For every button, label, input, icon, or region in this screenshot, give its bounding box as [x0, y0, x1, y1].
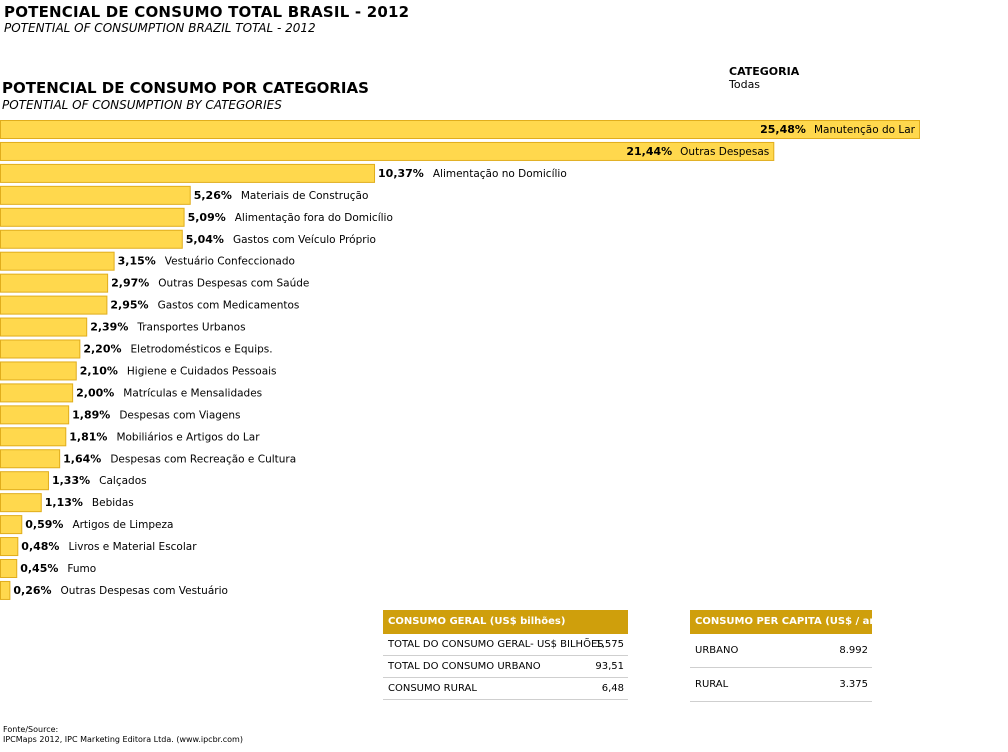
- value-label: 21,44%: [626, 145, 672, 158]
- row-label: CONSUMO RURAL: [388, 683, 477, 694]
- value-label: 3,15%: [118, 255, 156, 268]
- value-label: 5,04%: [186, 233, 224, 246]
- table-row: TOTAL DO CONSUMO URBANO 93,51: [383, 656, 628, 678]
- page-title: POTENCIAL DE CONSUMO TOTAL BRASIL - 2012: [4, 3, 410, 21]
- bar: [0, 229, 183, 249]
- category-label: Gastos com Veículo Próprio: [233, 234, 376, 246]
- bar: [0, 273, 109, 293]
- category-label: Outras Despesas com Saúde: [158, 278, 309, 290]
- category-label: Gastos com Medicamentos: [158, 300, 300, 312]
- value-label: 5,09%: [188, 211, 226, 224]
- value-label: 0,45%: [20, 562, 58, 575]
- value-label: 10,37%: [378, 167, 424, 180]
- category-label: Livros e Material Escolar: [68, 541, 197, 553]
- category-label: Mobiliários e Artigos do Lar: [116, 431, 260, 443]
- bar: [0, 493, 42, 513]
- bar: [0, 295, 108, 315]
- value-label: 2,39%: [90, 321, 128, 334]
- row-value: 1,575: [595, 639, 624, 650]
- category-label: Outras Despesas com Vestuário: [61, 585, 228, 597]
- row-label: URBANO: [695, 645, 739, 656]
- bar: [0, 185, 191, 205]
- category-label: Matrículas e Mensalidades: [123, 387, 262, 399]
- row-value: 6,48: [601, 683, 624, 694]
- consumo-geral-header: CONSUMO GERAL (US$ bilhões): [383, 610, 628, 634]
- bar: [0, 580, 11, 600]
- category-label: Eletrodomésticos e Equips.: [131, 344, 273, 356]
- bar: [0, 339, 81, 359]
- chart-subtitle: POTENTIAL OF CONSUMPTION BY CATEGORIES: [2, 98, 282, 112]
- value-label: 1,64%: [63, 452, 101, 465]
- category-label: Alimentação no Domicílio: [433, 168, 567, 180]
- bar: [0, 361, 77, 381]
- value-label: 5,26%: [194, 189, 232, 202]
- bar: [0, 120, 920, 139]
- row-label: TOTAL DO CONSUMO GERAL- US$ BILHÕES: [388, 639, 604, 650]
- category-label: Calçados: [99, 475, 146, 487]
- bar: [0, 163, 376, 183]
- value-label: 25,48%: [760, 123, 806, 136]
- value-label: 2,00%: [76, 386, 114, 399]
- consumo-geral-table: CONSUMO GERAL (US$ bilhões) TOTAL DO CON…: [383, 610, 628, 700]
- bar: [0, 405, 70, 425]
- value-label: 1,33%: [52, 474, 90, 487]
- bar: [0, 141, 775, 161]
- consumo-per-capita-table: CONSUMO PER CAPITA (US$ / ano) URBANO 8.…: [690, 610, 888, 702]
- category-label: Fumo: [67, 563, 96, 575]
- category-label: Despesas com Viagens: [119, 409, 240, 421]
- bar: [0, 537, 19, 557]
- category-filter-label: CATEGORIA: [729, 65, 800, 78]
- source-label: Fonte/Source:: [3, 725, 59, 734]
- category-label: Alimentação fora do Domicílio: [235, 212, 393, 224]
- category-label: Manutenção do Lar: [814, 124, 916, 136]
- value-label: 0,48%: [21, 540, 59, 553]
- bar: [0, 317, 88, 337]
- bar: [0, 251, 115, 271]
- bar: [0, 427, 67, 447]
- chart-title: POTENCIAL DE CONSUMO POR CATEGORIAS: [2, 79, 369, 97]
- value-label: 0,59%: [25, 518, 63, 531]
- category-label: Bebidas: [92, 497, 134, 509]
- page-subtitle: POTENTIAL OF CONSUMPTION BRAZIL TOTAL - …: [4, 21, 316, 35]
- value-label: 1,13%: [45, 496, 83, 509]
- value-label: 2,97%: [111, 277, 149, 290]
- source-text: IPCMaps 2012, IPC Marketing Editora Ltda…: [3, 735, 243, 744]
- category-label: Transportes Urbanos: [136, 322, 245, 334]
- table-row: TOTAL DO CONSUMO GERAL- US$ BILHÕES 1,57…: [383, 634, 628, 656]
- value-label: 2,20%: [83, 343, 121, 356]
- bar: [0, 559, 18, 578]
- value-label: 1,89%: [72, 408, 110, 421]
- value-label: 2,95%: [110, 299, 148, 312]
- table-row: CONSUMO RURAL 6,48: [383, 678, 628, 700]
- value-label: 2,10%: [80, 364, 118, 377]
- bar: [0, 471, 49, 491]
- category-label: Artigos de Limpeza: [72, 519, 173, 531]
- row-value: 8.992: [839, 645, 868, 656]
- consumo-per-capita-header: CONSUMO PER CAPITA (US$ / ano): [690, 610, 888, 634]
- category-label: Outras Despesas: [680, 146, 769, 158]
- category-label: Despesas com Recreação e Cultura: [110, 453, 296, 465]
- bar: [0, 449, 61, 469]
- bar: [0, 515, 23, 535]
- category-label: Higiene e Cuidados Pessoais: [127, 365, 277, 377]
- category-filter-value[interactable]: Todas: [729, 78, 761, 91]
- value-label: 0,26%: [13, 584, 51, 597]
- table-row: URBANO 8.992: [690, 634, 872, 668]
- bar: [0, 383, 74, 403]
- table-row: RURAL 3.375: [690, 668, 872, 702]
- row-value: 93,51: [595, 661, 624, 672]
- value-label: 1,81%: [69, 430, 107, 443]
- bar: [0, 207, 185, 227]
- row-value: 3.375: [839, 679, 868, 690]
- row-label: TOTAL DO CONSUMO URBANO: [388, 661, 541, 672]
- row-label: RURAL: [695, 679, 729, 690]
- category-label: Vestuário Confeccionado: [165, 256, 295, 268]
- category-label: Materiais de Construção: [241, 190, 369, 202]
